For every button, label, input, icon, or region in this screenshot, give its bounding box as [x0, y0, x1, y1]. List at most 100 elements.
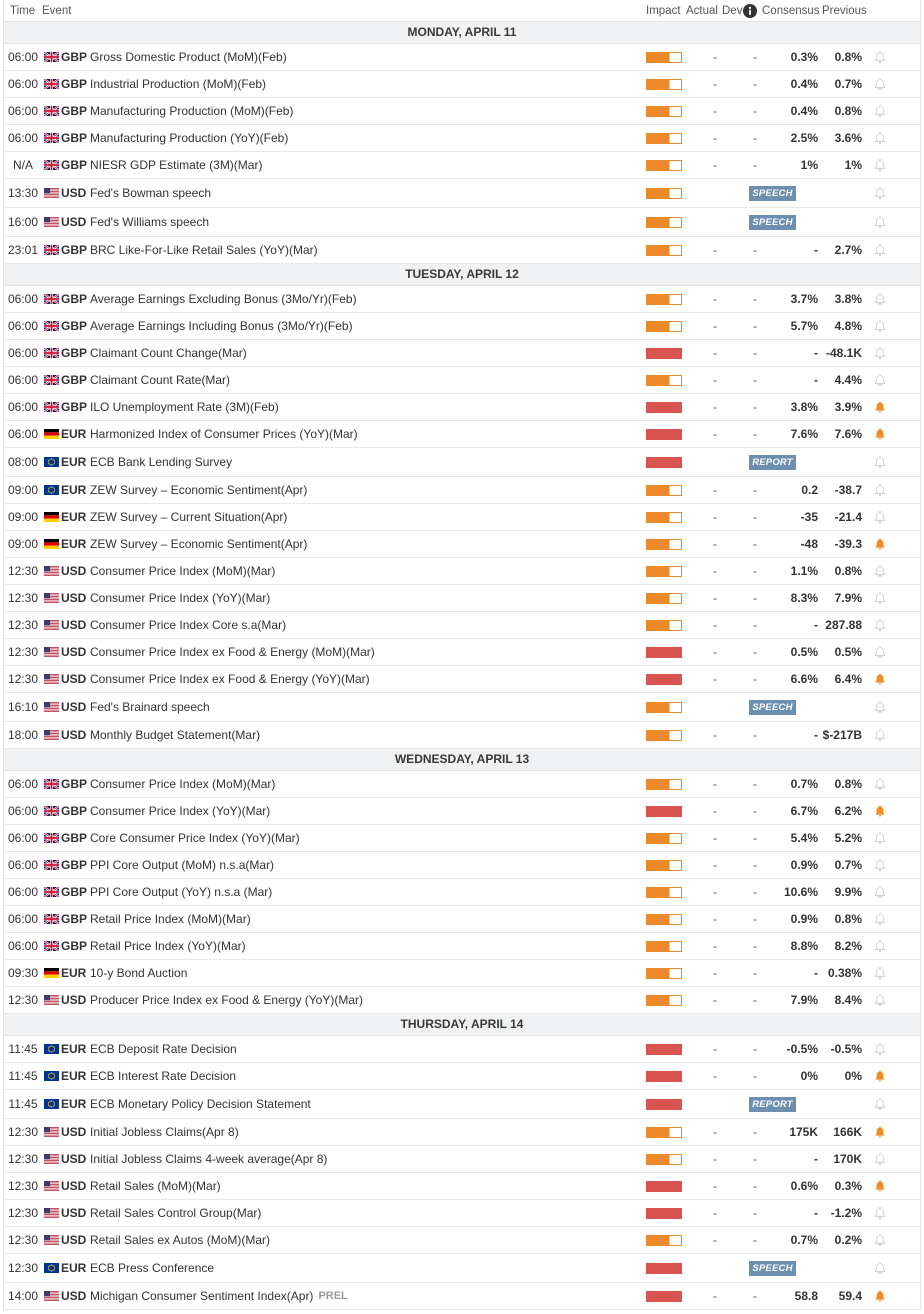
event-row[interactable]: 06:00 GBP PPI Core Output (MoM) n.s.a(Mar)… — [4, 852, 920, 879]
alert-bell-icon[interactable] — [873, 125, 887, 151]
event-row[interactable]: 12:30 USD Consumer Price Index ex Food & E… — [4, 639, 920, 666]
event-row[interactable]: 06:00 GBP ILO Unemployment Rate (3M)(Feb) -… — [4, 394, 920, 421]
event-name-link[interactable]: Monthly Budget Statement(Mar) — [90, 728, 261, 742]
alert-bell-icon[interactable] — [873, 98, 887, 124]
alert-bell-icon[interactable] — [873, 612, 887, 638]
alert-bell-active-icon[interactable] — [873, 1283, 887, 1309]
alert-bell-icon[interactable] — [873, 558, 887, 584]
event-name-link[interactable]: Producer Price Index ex Food & Energy (Y… — [90, 993, 364, 1007]
event-name-link[interactable]: ECB Deposit Rate Decision — [90, 1042, 237, 1056]
alert-bell-icon[interactable] — [873, 71, 887, 97]
alert-bell-icon[interactable] — [873, 44, 887, 70]
event-name-link[interactable]: 10-y Bond Auction — [90, 966, 188, 980]
event-name-link[interactable]: Average Earnings Excluding Bonus (3Mo/Yr… — [90, 292, 357, 306]
event-name-link[interactable]: Consumer Price Index (MoM)(Mar) — [90, 777, 276, 791]
event-name-link[interactable]: Initial Jobless Claims(Apr 8) — [90, 1125, 239, 1139]
event-row[interactable]: 12:30 USD Retail Sales ex Autos (MoM)(Mar)… — [4, 1227, 920, 1254]
alert-bell-icon[interactable] — [873, 906, 887, 932]
alert-bell-icon[interactable] — [873, 771, 887, 797]
event-row[interactable]: 13:30 USD Fed's Bowman speech SPEECH — [4, 179, 920, 208]
event-row[interactable]: 09:00 EUR ZEW Survey – Economic Sentiment(… — [4, 531, 920, 558]
alert-bell-icon[interactable] — [873, 367, 887, 393]
event-row[interactable]: 06:00 GBP Retail Price Index (YoY)(Mar) - - 8… — [4, 933, 920, 960]
event-row[interactable]: 12:30 USD Initial Jobless Claims(Apr 8) - - 1… — [4, 1119, 920, 1146]
event-row[interactable]: 11:45 EUR ECB Monetary Policy Decision Sta… — [4, 1090, 920, 1119]
event-name-link[interactable]: Harmonized Index of Consumer Prices (YoY… — [90, 427, 358, 441]
event-row[interactable]: 12:30 USD Retail Sales (MoM)(Mar) - - 0.6% 0.3… — [4, 1173, 920, 1200]
event-name-link[interactable]: PPI Core Output (YoY) n.s.a (Mar) — [90, 885, 273, 899]
event-row[interactable]: N/A GBP NIESR GDP Estimate (3M)(Mar) - - 1% 1% — [4, 152, 920, 179]
event-name-link[interactable]: ILO Unemployment Rate (3M)(Feb) — [90, 400, 279, 414]
event-row[interactable]: 06:00 EUR Harmonized Index of Consumer Pri… — [4, 421, 920, 448]
alert-bell-icon[interactable] — [873, 504, 887, 530]
event-row[interactable]: 12:30 USD Retail Sales Control Group(Mar) -… — [4, 1200, 920, 1227]
event-row[interactable]: 12:30 USD Consumer Price Index (YoY)(Mar) -… — [4, 585, 920, 612]
event-name-link[interactable]: Claimant Count Change(Mar) — [90, 346, 247, 360]
alert-bell-active-icon[interactable] — [873, 666, 887, 692]
event-name-link[interactable]: ZEW Survey – Economic Sentiment(Apr) — [90, 483, 308, 497]
event-row[interactable]: 12:30 USD Initial Jobless Claims 4-week av… — [4, 1146, 920, 1173]
alert-bell-icon[interactable] — [873, 477, 887, 503]
event-name-link[interactable]: Retail Price Index (YoY)(Mar) — [90, 939, 246, 953]
event-name-link[interactable]: ECB Bank Lending Survey — [90, 455, 233, 469]
event-name-link[interactable]: Claimant Count Rate(Mar) — [90, 373, 231, 387]
event-name-link[interactable]: Fed's Bowman speech — [90, 186, 212, 200]
event-row[interactable]: 06:00 GBP Claimant Count Rate(Mar) - - - 4.4% — [4, 367, 920, 394]
event-name-link[interactable]: ECB Monetary Policy Decision Statement — [90, 1097, 311, 1111]
event-name-link[interactable]: Consumer Price Index (YoY)(Mar) — [90, 591, 271, 605]
alert-bell-icon[interactable] — [873, 852, 887, 878]
event-name-link[interactable]: PPI Core Output (MoM) n.s.a(Mar) — [90, 858, 275, 872]
event-row[interactable]: 06:00 GBP Claimant Count Change(Mar) - - - -48… — [4, 340, 920, 367]
event-row[interactable]: 18:00 USD Monthly Budget Statement(Mar) - - -… — [4, 722, 920, 749]
alert-bell-active-icon[interactable] — [873, 421, 887, 447]
alert-bell-icon[interactable] — [873, 1200, 887, 1226]
event-row[interactable]: 06:00 GBP Retail Price Index (MoM)(Mar) - - 0… — [4, 906, 920, 933]
event-name-link[interactable]: ECB Interest Rate Decision — [90, 1069, 237, 1083]
event-name-link[interactable]: Manufacturing Production (MoM)(Feb) — [90, 104, 294, 118]
alert-bell-icon[interactable] — [873, 237, 887, 263]
alert-bell-icon[interactable] — [873, 1036, 887, 1062]
event-row[interactable]: 08:00 EUR ECB Bank Lending Survey REPORT — [4, 448, 920, 477]
event-name-link[interactable]: Consumer Price Index (YoY)(Mar) — [90, 804, 271, 818]
event-name-link[interactable]: Consumer Price Index ex Food & Energy (M… — [90, 645, 375, 659]
alert-bell-icon[interactable] — [873, 1254, 887, 1282]
event-name-link[interactable]: Core Consumer Price Index (YoY)(Mar) — [90, 831, 300, 845]
event-name-link[interactable]: Industrial Production (MoM)(Feb) — [90, 77, 267, 91]
alert-bell-icon[interactable] — [873, 825, 887, 851]
event-row[interactable]: 06:00 GBP Average Earnings Including Bonus… — [4, 313, 920, 340]
alert-bell-icon[interactable] — [873, 960, 887, 986]
event-row[interactable]: 12:30 USD Consumer Price Index (MoM)(Mar) -… — [4, 558, 920, 585]
event-name-link[interactable]: Michigan Consumer Sentiment Index(Apr) — [90, 1289, 314, 1303]
alert-bell-active-icon[interactable] — [873, 1063, 887, 1089]
alert-bell-icon[interactable] — [873, 179, 887, 207]
event-name-link[interactable]: Fed's Brainard speech — [90, 700, 210, 714]
event-row[interactable]: 16:10 USD Fed's Brainard speech SPEECH — [4, 693, 920, 722]
event-name-link[interactable]: Retail Price Index (MoM)(Mar) — [90, 912, 251, 926]
event-row[interactable]: 23:01 GBP BRC Like-For-Like Retail Sales (… — [4, 237, 920, 264]
event-row[interactable]: 06:00 GBP Manufacturing Production (YoY)(F… — [4, 125, 920, 152]
event-row[interactable]: 06:00 GBP Manufacturing Production (MoM)(F… — [4, 98, 920, 125]
event-row[interactable]: 06:00 GBP Consumer Price Index (YoY)(Mar) -… — [4, 798, 920, 825]
event-name-link[interactable]: Retail Sales (MoM)(Mar) — [90, 1179, 221, 1193]
alert-bell-active-icon[interactable] — [873, 394, 887, 420]
event-row[interactable]: 09:30 EUR 10-y Bond Auction - - -0.38% — [4, 960, 920, 987]
event-row[interactable]: 06:00 GBP Industrial Production (MoM)(Feb)… — [4, 71, 920, 98]
event-row[interactable]: 06:00 GBP Core Consumer Price Index (YoY)(… — [4, 825, 920, 852]
event-name-link[interactable]: NIESR GDP Estimate (3M)(Mar) — [90, 158, 263, 172]
event-name-link[interactable]: ZEW Survey – Current Situation(Apr) — [90, 510, 288, 524]
event-row[interactable]: 11:45 EUR ECB Deposit Rate Decision - - -0.5%… — [4, 1036, 920, 1063]
alert-bell-icon[interactable] — [873, 722, 887, 748]
event-row[interactable]: 12:30 USD Consumer Price Index Core s.a(Ma… — [4, 612, 920, 639]
event-name-link[interactable]: Average Earnings Including Bonus (3Mo/Yr… — [90, 319, 353, 333]
alert-bell-icon[interactable] — [873, 340, 887, 366]
event-row[interactable]: 11:45 EUR ECB Interest Rate Decision - - 0% 0% — [4, 1063, 920, 1090]
alert-bell-active-icon[interactable] — [873, 1173, 887, 1199]
alert-bell-icon[interactable] — [873, 1227, 887, 1253]
event-name-link[interactable]: BRC Like-For-Like Retail Sales (YoY)(Mar… — [90, 243, 318, 257]
event-name-link[interactable]: ZEW Survey – Economic Sentiment(Apr) — [90, 537, 308, 551]
event-name-link[interactable]: Fed's Williams speech — [90, 215, 209, 229]
alert-bell-icon[interactable] — [873, 152, 887, 178]
event-row[interactable]: 12:30 EUR ECB Press Conference SPEECH — [4, 1254, 920, 1283]
event-row[interactable]: 06:00 GBP PPI Core Output (YoY) n.s.a (Mar… — [4, 879, 920, 906]
alert-bell-icon[interactable] — [873, 987, 887, 1013]
